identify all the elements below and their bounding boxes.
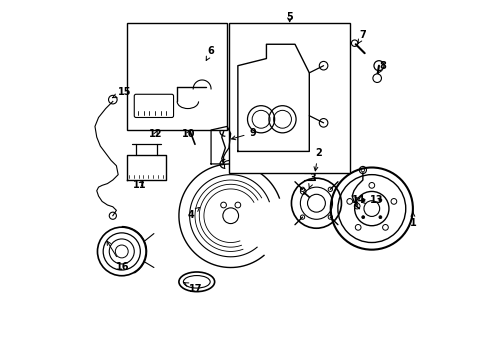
Text: 6: 6	[206, 46, 215, 60]
Text: 11: 11	[133, 180, 147, 190]
Text: 1: 1	[410, 212, 416, 228]
Circle shape	[362, 199, 365, 201]
Text: 16: 16	[107, 241, 129, 272]
Text: 17: 17	[184, 283, 203, 294]
Circle shape	[374, 61, 384, 71]
Circle shape	[199, 40, 207, 47]
Circle shape	[373, 74, 381, 82]
Text: 3: 3	[309, 173, 316, 189]
Bar	[229, 23, 350, 173]
Text: 2: 2	[314, 148, 321, 171]
Circle shape	[362, 216, 365, 219]
Text: 9: 9	[232, 128, 256, 140]
Circle shape	[308, 194, 325, 212]
Text: 8: 8	[378, 61, 386, 73]
FancyBboxPatch shape	[134, 94, 173, 117]
Text: 12: 12	[149, 129, 163, 139]
Text: 5: 5	[286, 13, 293, 22]
Bar	[127, 23, 227, 130]
Circle shape	[115, 245, 128, 258]
Circle shape	[364, 201, 380, 216]
Text: 15: 15	[112, 87, 131, 98]
Text: 4: 4	[187, 207, 199, 220]
Text: 14: 14	[352, 195, 366, 205]
Circle shape	[379, 216, 382, 219]
Text: 7: 7	[358, 30, 366, 44]
Text: 13: 13	[362, 195, 384, 205]
Circle shape	[379, 199, 382, 201]
Text: 10: 10	[182, 129, 196, 139]
